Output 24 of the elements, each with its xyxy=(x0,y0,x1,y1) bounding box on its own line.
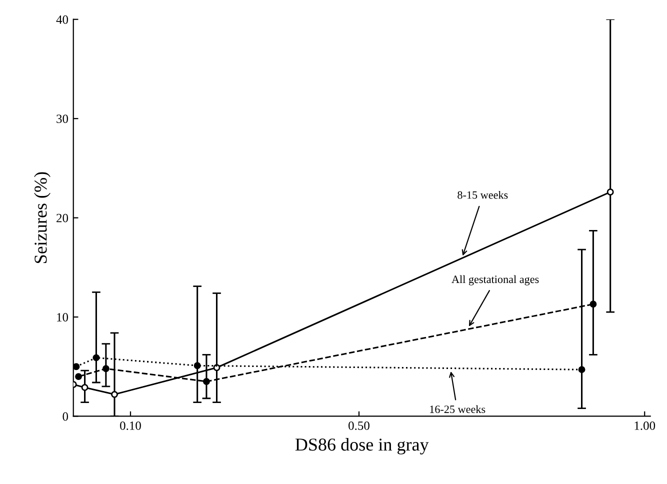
y-axis-title: Seizures (%) xyxy=(34,172,50,263)
y-tick-label: 0 xyxy=(62,412,68,421)
x-axis-title: DS86 dose in gray xyxy=(295,438,429,454)
y-tick-label: 20 xyxy=(56,214,68,222)
point xyxy=(202,378,210,385)
point xyxy=(111,390,118,398)
x-tick-label: 1.00 xyxy=(634,421,656,430)
annotation: 8-15 weeks xyxy=(458,190,508,199)
point xyxy=(102,365,110,372)
annotation: 16-25 weeks xyxy=(430,405,486,414)
annotation: All gestational ages xyxy=(452,275,539,286)
point xyxy=(81,384,88,391)
x-tick-label: 0.10 xyxy=(120,421,141,430)
y-tick-label: 40 xyxy=(56,15,68,24)
point xyxy=(606,188,614,196)
y-tick-label: 10 xyxy=(57,313,68,322)
point xyxy=(92,354,100,362)
x-tick-label: 0.50 xyxy=(348,421,370,430)
point xyxy=(73,363,80,370)
y-tick-label: 30 xyxy=(56,114,68,124)
point xyxy=(578,366,586,374)
point xyxy=(75,373,82,380)
point xyxy=(194,362,201,370)
point xyxy=(590,300,597,308)
